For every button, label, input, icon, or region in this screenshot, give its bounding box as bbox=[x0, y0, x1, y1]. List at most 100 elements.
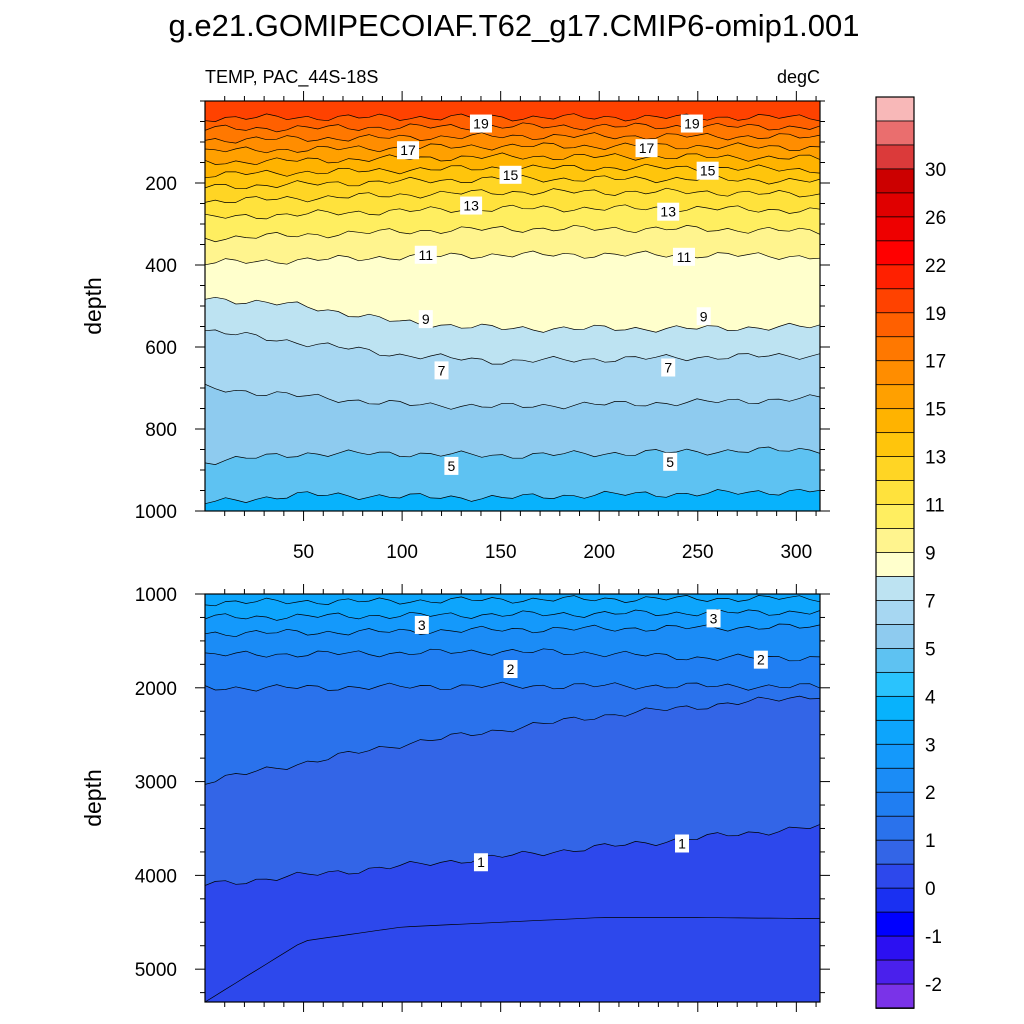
colorbar-segment bbox=[875, 815, 915, 842]
svg-text:13: 13 bbox=[463, 198, 479, 214]
svg-text:2: 2 bbox=[757, 652, 765, 668]
svg-text:7: 7 bbox=[438, 362, 446, 378]
lower-panel: 3 3 2 2 1 1 1000 2000 3000 4000 5000 depth bbox=[80, 584, 830, 1012]
svg-text:7: 7 bbox=[664, 360, 672, 376]
svg-text:11: 11 bbox=[677, 249, 692, 265]
isotherm-line bbox=[205, 132, 820, 144]
y-tick-label: 5000 bbox=[135, 960, 177, 981]
isotherm-line bbox=[205, 142, 820, 154]
contour-label: 2 bbox=[753, 650, 768, 669]
svg-text:15: 15 bbox=[700, 163, 716, 179]
colorbar-segment bbox=[875, 983, 915, 1009]
figure-title: g.e21.GOMIPECOIAF.T62_g17.CMIP6-omip1.00… bbox=[169, 8, 860, 43]
colorbar-segment bbox=[875, 456, 915, 482]
svg-text:5: 5 bbox=[666, 454, 674, 470]
y-axis-label: depth bbox=[80, 277, 106, 335]
colorbar-label: 13 bbox=[925, 448, 946, 469]
colorbar-segment bbox=[875, 719, 915, 746]
svg-text:2: 2 bbox=[507, 661, 515, 677]
colorbar-label: 4 bbox=[925, 687, 936, 708]
colorbar-segment bbox=[875, 96, 915, 122]
y-tick-label: 800 bbox=[145, 420, 177, 441]
colorbar-segment bbox=[875, 576, 915, 602]
colorbar-segment bbox=[875, 168, 915, 194]
colorbar-segment bbox=[875, 839, 915, 866]
colorbar-segment bbox=[875, 624, 915, 650]
x-tick-label: 200 bbox=[583, 542, 615, 563]
colorbar-segment bbox=[875, 791, 915, 818]
isotherm-line bbox=[205, 113, 820, 122]
colorbar-segment bbox=[875, 120, 915, 146]
contour-label: 15 bbox=[696, 161, 719, 180]
svg-text:1: 1 bbox=[477, 854, 485, 870]
units-subtitle: degC bbox=[777, 67, 820, 87]
colorbar-segment bbox=[875, 336, 915, 362]
isotherm-line bbox=[205, 824, 820, 886]
isotherm-line bbox=[205, 224, 820, 243]
colorbar-segment bbox=[875, 552, 915, 578]
contour-label: 17 bbox=[397, 141, 420, 160]
contour-label: 13 bbox=[657, 202, 680, 221]
isotherm-line bbox=[205, 681, 820, 692]
contour-label: 11 bbox=[672, 247, 695, 266]
svg-text:3: 3 bbox=[710, 610, 718, 626]
contour-label: 13 bbox=[460, 196, 483, 215]
colorbar-label: 9 bbox=[925, 544, 936, 565]
isotherm-line bbox=[205, 250, 820, 266]
colorbar-segment bbox=[875, 647, 915, 674]
y-tick-label: 400 bbox=[145, 256, 177, 277]
y-tick-label: 1000 bbox=[135, 502, 177, 523]
colorbar-segment bbox=[875, 887, 915, 914]
contour-label: 5 bbox=[663, 452, 678, 471]
x-tick-label: 250 bbox=[682, 542, 714, 563]
y-tick-label: 2000 bbox=[135, 679, 177, 700]
colorbar-segment bbox=[875, 743, 915, 770]
colorbar-segment bbox=[875, 935, 915, 961]
isotherm-line bbox=[205, 296, 820, 333]
colorbar-label: 17 bbox=[925, 352, 946, 373]
contour-label: 9 bbox=[418, 310, 433, 329]
colorbar-segment bbox=[875, 695, 915, 722]
colorbar-segment bbox=[875, 863, 915, 890]
isotherm-line bbox=[205, 204, 820, 220]
y-tick-label: 200 bbox=[145, 174, 177, 195]
colorbar-segment bbox=[875, 671, 915, 698]
colorbar-label: 30 bbox=[925, 160, 946, 181]
contour-field bbox=[205, 594, 820, 1002]
contour-label: 19 bbox=[469, 114, 492, 133]
colorbar-segment bbox=[875, 216, 915, 242]
y-tick-label: 600 bbox=[145, 338, 177, 359]
y-tick-label: 4000 bbox=[135, 866, 177, 887]
colorbar-label: 0 bbox=[925, 879, 936, 900]
colorbar-label: 15 bbox=[925, 400, 946, 421]
isotherm-line bbox=[205, 695, 820, 785]
isotherm-line bbox=[205, 648, 820, 662]
colorbar-label: 1 bbox=[925, 831, 936, 852]
isotherm-line bbox=[205, 488, 820, 505]
y-axis-label: depth bbox=[80, 769, 106, 827]
isotherm-line bbox=[205, 446, 820, 465]
colorbar-segment bbox=[875, 767, 915, 794]
x-tick-label: 100 bbox=[386, 542, 418, 563]
contour-label: 1 bbox=[473, 853, 488, 872]
colorbar-segment bbox=[875, 959, 915, 985]
colorbar-segment bbox=[875, 144, 915, 170]
y-tick-label: 3000 bbox=[135, 773, 177, 794]
colorbar-segment bbox=[875, 192, 915, 218]
colorbar-label: 26 bbox=[925, 208, 946, 229]
colorbar-label: 22 bbox=[925, 256, 946, 277]
colorbar-label: 3 bbox=[925, 735, 936, 756]
contour-label: 3 bbox=[414, 615, 429, 634]
upper-panel: 19 19 17 17 15 15 13 13 11 11 9 9 7 7 5 5 50 100 150 200 250… bbox=[80, 91, 830, 563]
colorbar-segment bbox=[875, 264, 915, 290]
colorbar-segment bbox=[875, 360, 915, 386]
colorbar-label: -2 bbox=[925, 975, 942, 996]
svg-text:13: 13 bbox=[660, 204, 676, 220]
isotherm-line bbox=[205, 152, 820, 166]
svg-text:3: 3 bbox=[418, 617, 426, 633]
colorbar-segment bbox=[875, 600, 915, 626]
contour-field bbox=[205, 101, 820, 511]
contour-label: 19 bbox=[680, 114, 703, 133]
contour-label: 2 bbox=[503, 660, 518, 679]
